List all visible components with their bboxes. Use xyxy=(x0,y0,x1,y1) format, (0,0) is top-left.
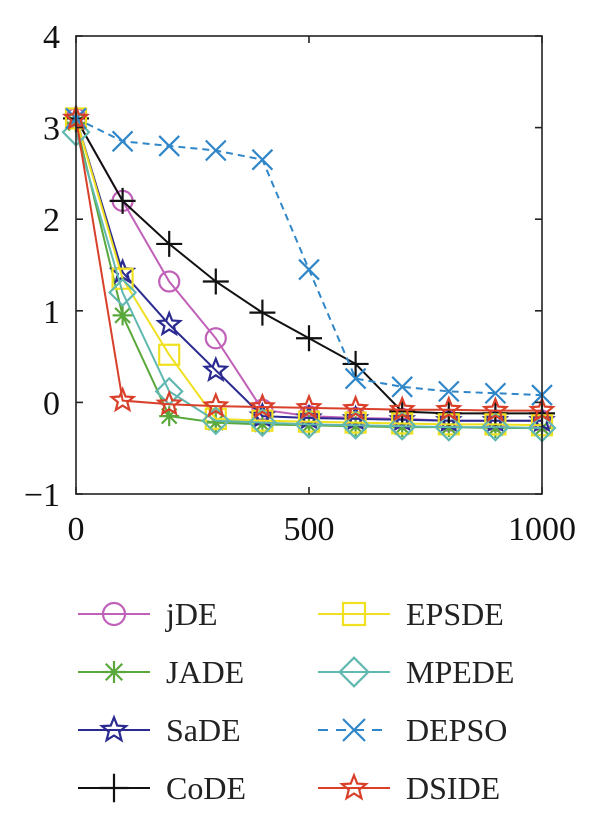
data-point-dside xyxy=(155,389,183,416)
data-point-jade xyxy=(112,305,133,326)
data-point-mpede xyxy=(108,277,138,308)
x-tick-label: 1000 xyxy=(508,511,576,548)
data-point-code xyxy=(342,350,369,377)
data-point-sade xyxy=(388,405,416,432)
legend-item-mpede: MPEDE xyxy=(318,654,514,690)
data-point-code xyxy=(202,268,229,295)
data-point-epsde xyxy=(158,343,181,366)
legend-marker xyxy=(99,714,129,743)
legend: jDE EPSDE JADE MPEDE SaDE DEPSO CoDE DSIDE xyxy=(78,596,514,806)
data-point-dside xyxy=(295,393,323,420)
data-point-depso xyxy=(205,139,227,162)
y-tick-label: 0 xyxy=(43,385,60,422)
series-line-epsde xyxy=(75,118,543,427)
legend-label: SaDE xyxy=(166,712,241,748)
data-point-depso xyxy=(438,380,460,403)
legend-item-dside: DSIDE xyxy=(318,770,500,806)
legend-marker xyxy=(338,656,370,688)
y-tick-label: 3 xyxy=(43,111,60,148)
data-point-sade xyxy=(202,355,230,383)
data-point-sade xyxy=(295,403,323,430)
data-point-mpede xyxy=(387,411,417,441)
y-tick-label: 4 xyxy=(43,19,60,56)
legend-label: CoDE xyxy=(166,770,246,806)
data-point-mpede xyxy=(247,407,277,438)
data-point-dside xyxy=(108,386,137,413)
series-line-jade xyxy=(75,122,542,429)
x-tick-label: 500 xyxy=(284,511,335,548)
x-tick-label: 0 xyxy=(68,511,85,548)
data-point-dside xyxy=(202,391,230,418)
legend-label: MPEDE xyxy=(406,654,514,690)
data-point-epsde xyxy=(111,267,134,290)
legend-label: DSIDE xyxy=(406,770,500,806)
data-point-depso xyxy=(111,130,134,153)
legend-label: EPSDE xyxy=(406,596,504,632)
data-point-jade xyxy=(205,412,226,433)
y-tick-label: 2 xyxy=(43,202,60,239)
data-point-jde xyxy=(204,327,227,350)
legend-marker xyxy=(339,772,369,801)
legend-label: DEPSO xyxy=(406,712,507,748)
data-point-code xyxy=(389,398,416,425)
data-point-code xyxy=(109,187,136,214)
legend-marker xyxy=(101,601,127,627)
data-point-mpede xyxy=(294,409,324,439)
data-point-sade xyxy=(341,404,370,431)
legend-item-sade: SaDE xyxy=(78,712,241,748)
data-point-dside xyxy=(481,396,510,423)
legend-label: jDE xyxy=(165,596,218,632)
data-point-mpede xyxy=(341,410,371,440)
series-line-code xyxy=(75,117,542,415)
data-point-depso xyxy=(344,367,367,390)
series-depso xyxy=(65,107,553,406)
series-jade xyxy=(66,113,552,439)
legend-marker xyxy=(103,661,125,683)
legend-label: JADE xyxy=(166,654,244,690)
legend-item-code: CoDE xyxy=(78,770,246,806)
legend-item-jde: jDE xyxy=(78,596,218,632)
data-point-dside xyxy=(248,392,277,419)
legend-item-jade: JADE xyxy=(78,654,244,690)
data-point-dside xyxy=(341,394,370,421)
y-tick-label: −1 xyxy=(24,477,60,514)
legend-marker xyxy=(341,601,367,627)
data-point-depso xyxy=(251,148,274,171)
legend-marker xyxy=(342,718,366,742)
data-point-mpede xyxy=(434,412,464,442)
data-point-jade xyxy=(159,406,180,427)
series-dside xyxy=(62,103,556,423)
data-point-mpede xyxy=(480,412,510,442)
series-line-depso xyxy=(75,117,543,397)
plot-area xyxy=(61,103,557,443)
data-point-code xyxy=(249,299,276,326)
data-point-jade xyxy=(252,414,273,435)
series-line-sade xyxy=(75,118,542,422)
data-point-sade xyxy=(155,310,183,337)
data-point-mpede xyxy=(201,406,231,436)
legend-item-epsde: EPSDE xyxy=(318,596,504,632)
data-point-depso xyxy=(484,382,507,405)
legend-item-depso: DEPSO xyxy=(318,712,507,748)
data-point-dside xyxy=(388,395,416,422)
series-line-dside xyxy=(75,118,542,412)
data-point-depso xyxy=(158,135,180,157)
data-point-code xyxy=(296,325,322,352)
series-code xyxy=(63,105,555,427)
y-tick-label: 1 xyxy=(43,294,60,331)
data-point-depso xyxy=(298,258,320,281)
data-point-jde xyxy=(158,270,181,293)
data-point-depso xyxy=(391,376,413,398)
series-mpede xyxy=(61,117,557,443)
legend-marker xyxy=(99,773,129,803)
series-line-mpede xyxy=(75,131,543,429)
data-point-code xyxy=(156,230,183,257)
data-point-dside xyxy=(435,395,463,422)
